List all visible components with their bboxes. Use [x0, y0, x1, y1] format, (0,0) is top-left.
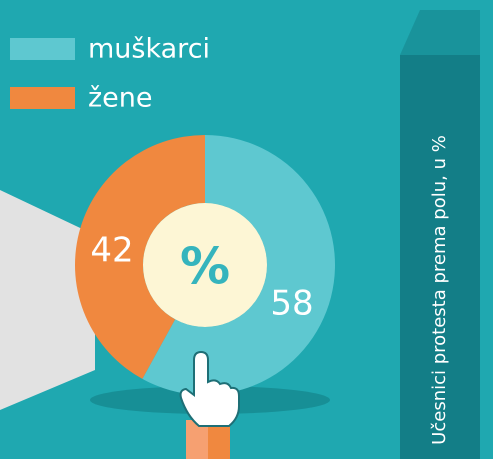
legend-swatch — [10, 38, 75, 60]
center-label: % — [180, 238, 230, 296]
backdrop-shape — [0, 190, 95, 410]
slice — [74, 135, 205, 379]
chart-title: Učesnici protesta prema polu, u % — [429, 135, 450, 445]
slice — [142, 135, 335, 396]
hand-icon — [179, 350, 240, 459]
title-column — [400, 55, 480, 459]
legend: muškarci žene — [10, 34, 210, 114]
legend-label: žene — [88, 83, 153, 114]
donut — [74, 135, 335, 396]
sleeve-shade — [208, 420, 230, 459]
legend-swatch — [10, 87, 75, 109]
hand — [179, 350, 240, 427]
donut-center — [143, 203, 267, 327]
column-top — [400, 10, 480, 55]
data-label: 58 — [270, 284, 313, 324]
legend-label: muškarci — [88, 34, 210, 65]
data-label: 42 — [90, 231, 133, 271]
